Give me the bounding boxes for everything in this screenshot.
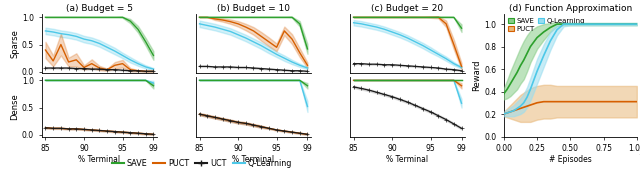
Title: (d) Function Approximation: (d) Function Approximation xyxy=(509,4,632,13)
Text: 1e6: 1e6 xyxy=(638,150,640,156)
X-axis label: % Terminal: % Terminal xyxy=(232,155,275,163)
Y-axis label: Reward: Reward xyxy=(472,60,481,91)
Title: (c) Budget = 20: (c) Budget = 20 xyxy=(371,4,444,13)
X-axis label: # Episodes: # Episodes xyxy=(549,155,591,163)
Title: (a) Budget = 5: (a) Budget = 5 xyxy=(66,4,133,13)
Title: (b) Budget = 10: (b) Budget = 10 xyxy=(217,4,290,13)
Legend: SAVE, PUCT, UCT, Q-Learning: SAVE, PUCT, UCT, Q-Learning xyxy=(108,156,295,171)
X-axis label: % Terminal: % Terminal xyxy=(387,155,429,163)
Y-axis label: Dense: Dense xyxy=(10,93,19,120)
Y-axis label: Sparse: Sparse xyxy=(10,29,19,58)
Legend: SAVE, PUCT, Q-Learning: SAVE, PUCT, Q-Learning xyxy=(508,18,586,32)
X-axis label: % Terminal: % Terminal xyxy=(78,155,120,163)
